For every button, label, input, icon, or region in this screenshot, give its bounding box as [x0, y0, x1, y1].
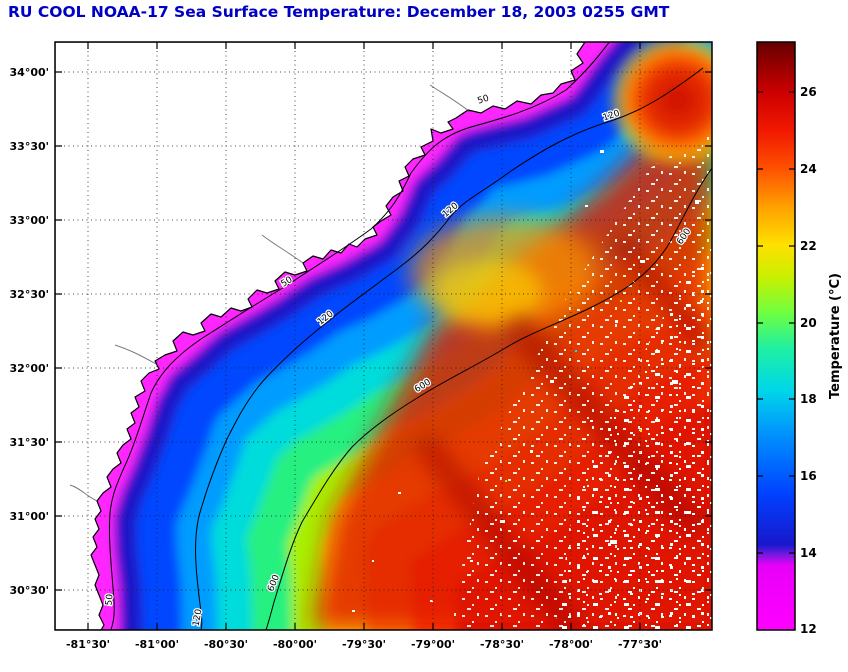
river-lines	[69, 84, 471, 502]
y-tick-label: 33°30'	[10, 140, 49, 153]
plot-border	[54, 41, 713, 631]
warm-patch-topright	[606, 42, 712, 170]
x-tick-label: -77°30'	[618, 638, 662, 651]
colorbar-tick-label: 12	[800, 622, 817, 636]
colorbar-tick-label: 22	[800, 239, 817, 253]
land-mass	[55, 42, 586, 630]
colorbar-tick-label: 24	[800, 162, 817, 176]
y-tick-label: 32°00'	[10, 362, 49, 375]
isobath-600m	[265, 167, 712, 630]
isobath-label-50: 50	[104, 593, 115, 606]
x-axis: -81°30' -81°00' -80°30' -80°00' -79°30' …	[66, 638, 662, 651]
x-tick-label: -79°00'	[411, 638, 455, 651]
graticule-gridlines	[55, 42, 712, 630]
y-axis: 34°00' 33°30' 33°00' 32°30' 32°00' 31°30…	[10, 66, 49, 597]
colorbar-tick-label: 26	[800, 85, 817, 99]
colorbar-axis-title: Temperature (°C)	[828, 273, 843, 399]
isobath-50m	[108, 42, 611, 630]
x-tick-label: -80°30'	[204, 638, 248, 651]
y-tick-label: 34°00'	[10, 66, 49, 79]
x-tick-label: -81°30'	[66, 638, 110, 651]
y-tick-label: 30°30'	[10, 584, 49, 597]
map-plot-area: 50 50 50 120 120 120 120 600 600 600	[55, 42, 712, 630]
colorbar-gradient	[757, 42, 795, 630]
colorbar-ticks: 26 24 22 20 18 16 14 12	[800, 85, 817, 636]
isobath-contours	[108, 42, 712, 630]
x-tick-label: -80°00'	[273, 638, 317, 651]
x-tick-label: -79°30'	[342, 638, 386, 651]
x-tick-label: -78°30'	[480, 638, 524, 651]
cloud-speckle-layer	[352, 132, 712, 630]
isobath-label-120: 120	[192, 608, 205, 627]
colorbar-tick-label: 14	[800, 546, 817, 560]
colorbar-tick-label: 20	[800, 316, 817, 330]
isobath-120m	[195, 67, 704, 630]
y-tick-label: 31°00'	[10, 510, 49, 523]
axis-tick-marks	[55, 42, 712, 630]
colorbar-tick-label: 18	[800, 392, 817, 406]
colorbar-border	[756, 41, 796, 631]
y-tick-label: 32°30'	[10, 288, 49, 301]
colorbar-tick-label: 16	[800, 469, 817, 483]
warm-tongue-core	[433, 260, 543, 324]
colorbar: 26 24 22 20 18 16 14 12 Temperature (°C)	[756, 41, 843, 636]
page-title: RU COOL NOAA-17 Sea Surface Temperature:…	[8, 3, 670, 21]
y-tick-label: 31°30'	[10, 436, 49, 449]
colorbar-tick-marks	[757, 91, 795, 554]
x-tick-label: -81°00'	[135, 638, 179, 651]
x-tick-label: -78°00'	[549, 638, 593, 651]
y-tick-label: 33°00'	[10, 214, 49, 227]
